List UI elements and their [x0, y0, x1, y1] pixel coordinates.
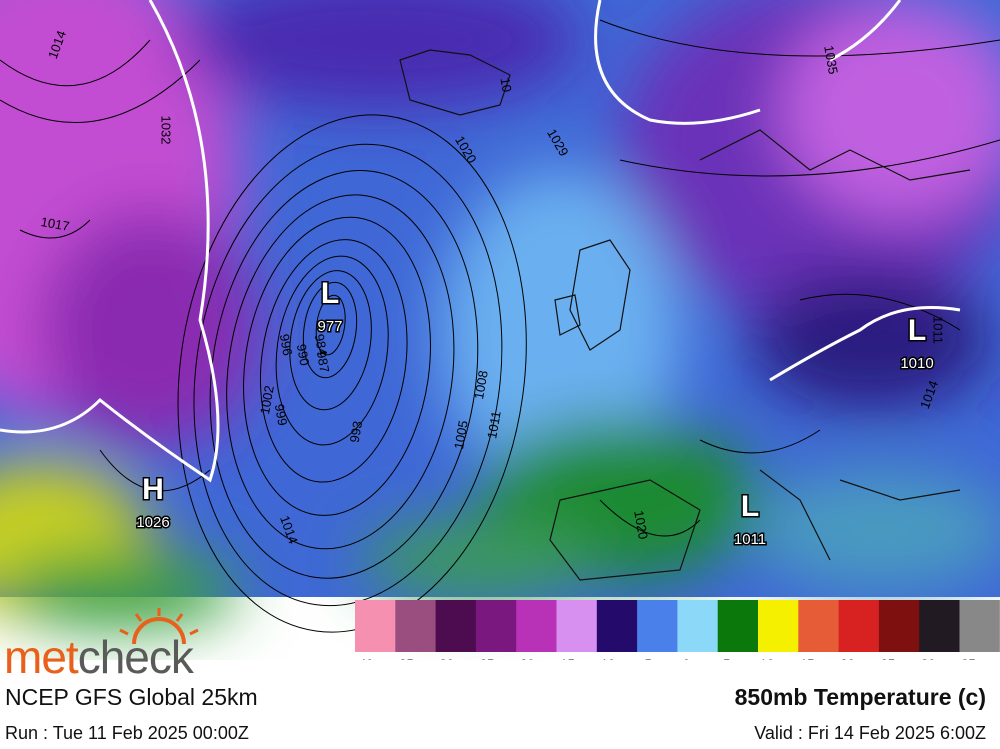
legend-label: 30 [921, 656, 935, 660]
logo: metcheck [4, 608, 199, 684]
pressure-symbol: L [741, 490, 759, 523]
legend-swatch [878, 600, 920, 652]
ice-edge [0, 0, 961, 483]
logo-sun [119, 608, 199, 645]
legend-label: -30 [435, 656, 454, 660]
legend-swatch [758, 600, 799, 652]
legend-label: 25 [881, 656, 895, 660]
legend-swatch [355, 600, 396, 652]
isobar-label: 1017 [40, 214, 71, 234]
legend-swatch [395, 600, 437, 652]
pressure-value: 1011 [734, 531, 766, 548]
isobar-label: 1035 [821, 44, 841, 75]
pressure-symbol: L [908, 314, 926, 347]
pressure-value: 1010 [900, 355, 933, 372]
isobar-label: 1020 [631, 509, 651, 540]
isobar-label: 987 [314, 350, 333, 374]
pressure-value: 977 [317, 318, 342, 335]
legend-label: -40 [355, 656, 374, 660]
legend-label: 35 [961, 656, 975, 660]
isobar-label: 993 [347, 420, 366, 444]
temperature-field [0, 0, 1000, 630]
legend-label: -20 [516, 656, 535, 660]
isobar-label: 999 [272, 403, 291, 427]
legend-label: -15 [556, 656, 575, 660]
legend-swatch [919, 600, 960, 652]
legend-label: 0 [683, 656, 690, 660]
isobar-label: 1002 [257, 384, 277, 415]
legend-label: -5 [640, 656, 652, 660]
legend-label: 15 [800, 656, 814, 660]
isobars [0, 19, 1000, 633]
isobar-label: 1011 [931, 316, 946, 344]
isobar-label: 984 [312, 333, 331, 357]
legend-swatch [798, 600, 840, 652]
legend-swatch [717, 600, 759, 652]
legend-swatch [677, 600, 719, 652]
pressure-value: 1026 [136, 514, 169, 531]
pressure-symbol: H [142, 473, 164, 506]
legend-label: 20 [840, 656, 854, 660]
model-name: NCEP GFS Global 25km [5, 684, 258, 710]
isobar-label: 1005 [451, 419, 471, 450]
isobar-label: 10 [497, 76, 514, 93]
isobar-label: 990 [294, 343, 313, 367]
isobar-label: 1032 [159, 116, 174, 145]
legend-swatch [838, 600, 880, 652]
legend-swatch [637, 600, 678, 652]
isobar-label: 1008 [471, 369, 491, 400]
legend-label: 5 [723, 656, 730, 660]
run-time: Run : Tue 11 Feb 2025 00:00Z [5, 723, 249, 743]
legend-label: 10 [760, 656, 774, 660]
legend-label: -25 [476, 656, 495, 660]
valid-time: Valid : Fri 14 Feb 2025 6:00Z [754, 723, 986, 743]
coastlines [399, 49, 971, 581]
legend-label: -35 [395, 656, 414, 660]
legend-label: -10 [596, 656, 615, 660]
legend-swatch [435, 600, 477, 652]
legend-swatch [516, 600, 557, 652]
isobar-label: 996 [277, 333, 296, 357]
field-name: 850mb Temperature (c) [734, 684, 986, 710]
legend: -40-35-30-25-20-15-10-50510152025303540 [355, 600, 1000, 660]
pressure-symbol: L [321, 277, 339, 310]
legend-swatch [475, 600, 517, 652]
isobar-label: 1011 [484, 410, 504, 440]
legend-swatch [596, 600, 638, 652]
logo-met: met [4, 631, 79, 683]
legend-swatch [959, 600, 1000, 652]
legend-swatch [556, 600, 598, 652]
